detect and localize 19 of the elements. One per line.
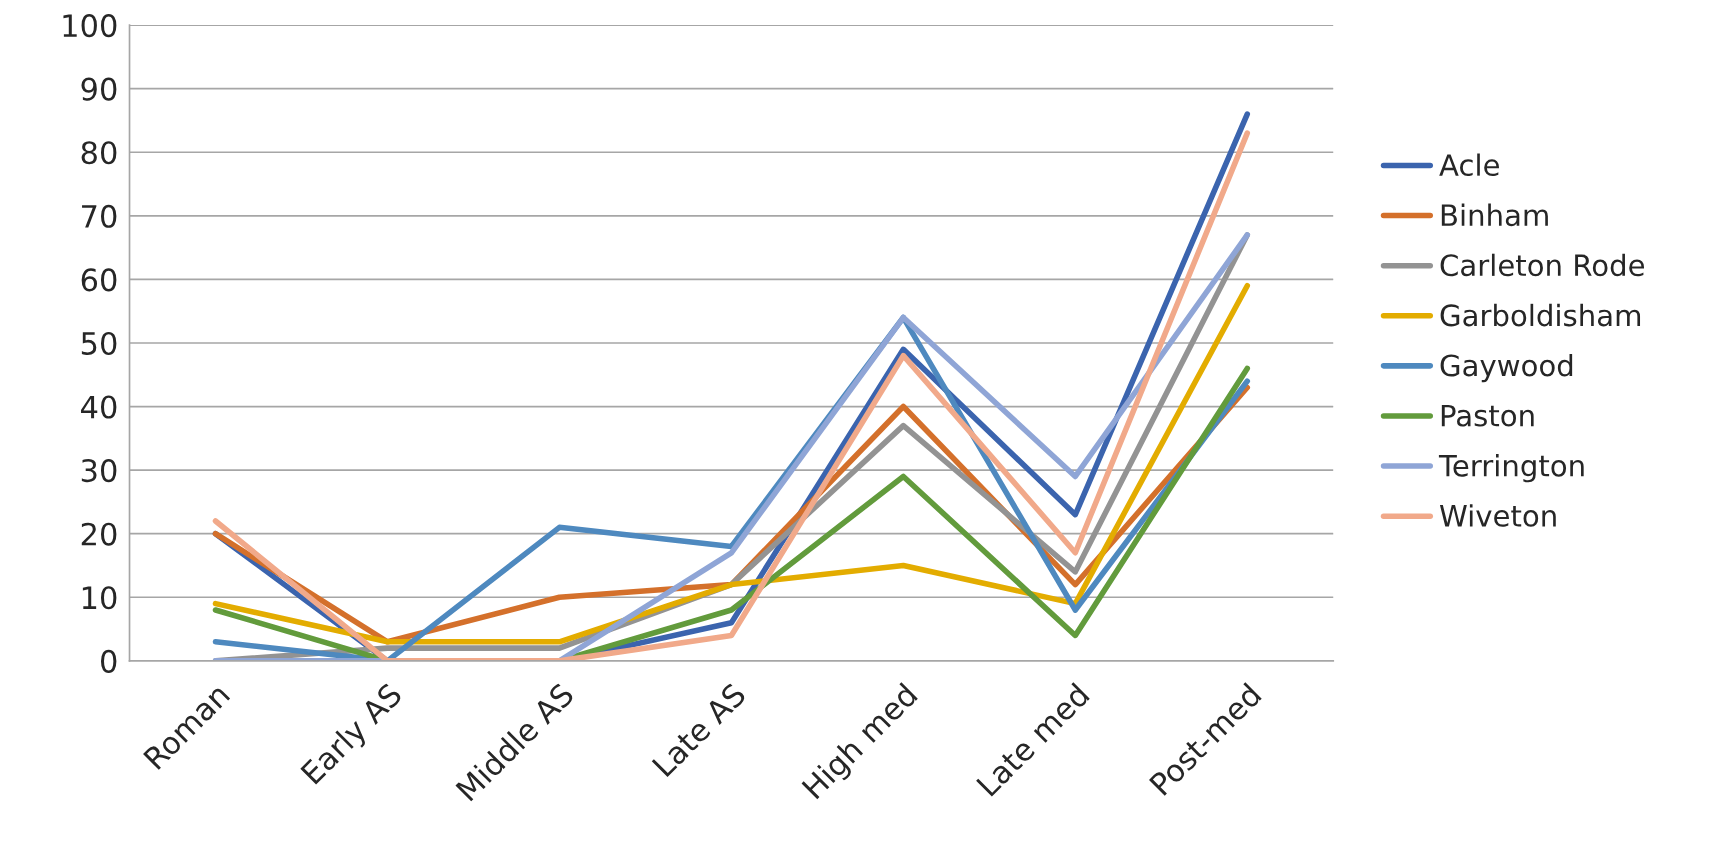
y-tick-label: 90 xyxy=(81,77,117,101)
y-tick-label: 80 xyxy=(81,141,117,165)
legend-label: Paston xyxy=(1441,404,1534,427)
y-tick-label: 70 xyxy=(82,204,117,228)
legend-label: Binham xyxy=(1441,203,1548,227)
y-tick-label: 100 xyxy=(63,14,117,38)
y-tick-label: 10 xyxy=(82,586,117,610)
y-tick-label: 40 xyxy=(81,395,117,419)
legend-label: Terrington xyxy=(1438,454,1584,483)
legend-label: Garboldisham xyxy=(1440,303,1641,327)
y-tick-label: 60 xyxy=(81,268,117,292)
legend-label: Acle xyxy=(1439,153,1499,177)
y-tick-label: 30 xyxy=(81,459,117,483)
y-tick-label: 50 xyxy=(81,331,117,356)
legend-label: Carleton Rode xyxy=(1440,253,1644,277)
y-tick-label: 0 xyxy=(100,649,117,673)
y-tick-label: 20 xyxy=(81,522,117,546)
legend-label: Gaywood xyxy=(1440,353,1573,383)
legend-label: Wiveton xyxy=(1439,504,1556,527)
